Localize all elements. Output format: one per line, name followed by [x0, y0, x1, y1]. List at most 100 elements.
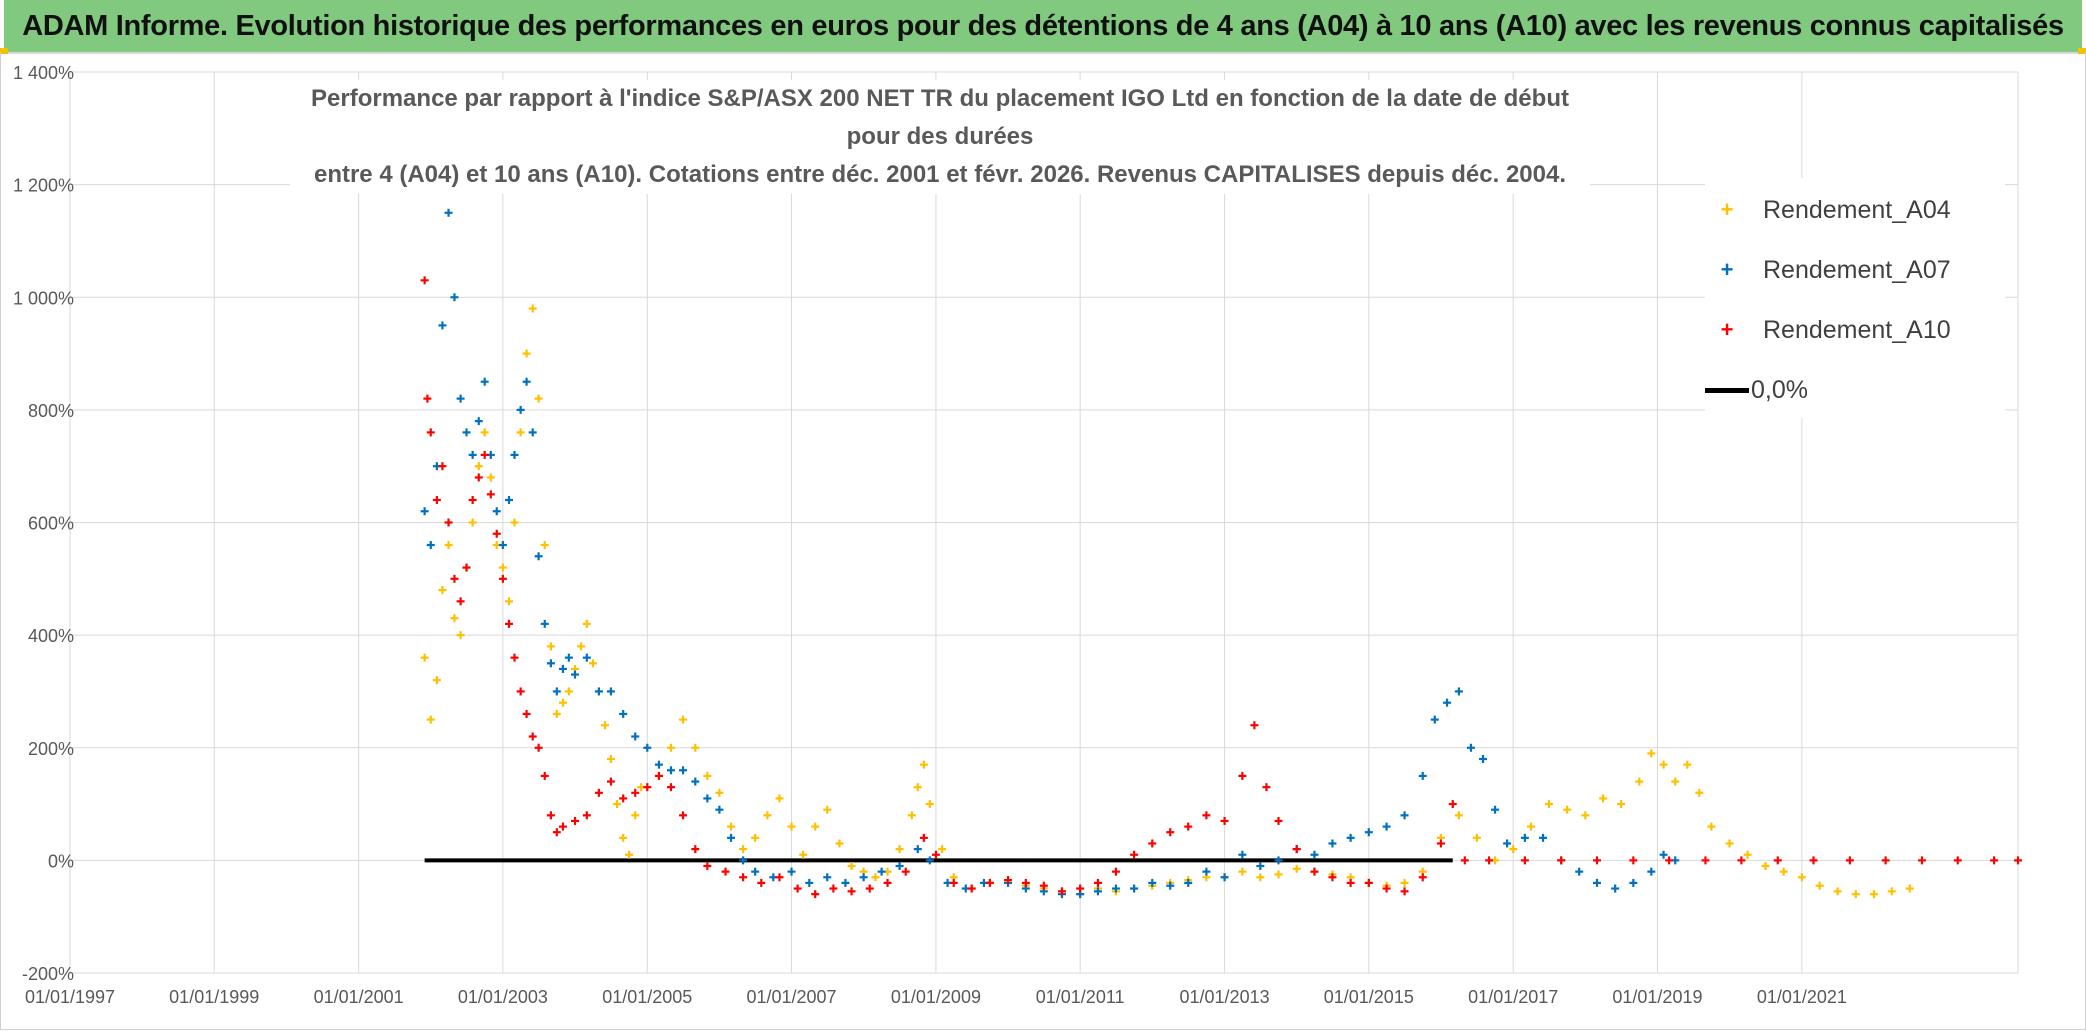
data-point [1346, 878, 1355, 887]
data-point [727, 833, 736, 842]
data-point [480, 450, 489, 459]
data-point [1491, 805, 1500, 814]
data-point [558, 822, 567, 831]
data-point [739, 873, 748, 882]
data-point [1683, 760, 1692, 769]
data-point [949, 878, 958, 887]
data-point [1478, 755, 1487, 764]
data-point [564, 653, 573, 662]
data-point [666, 783, 675, 792]
data-point [925, 800, 934, 809]
data-point [570, 670, 579, 679]
data-point [1454, 687, 1463, 696]
data-point [432, 676, 441, 685]
data-point [1238, 867, 1247, 876]
data-point [631, 732, 640, 741]
data-point [847, 887, 856, 896]
data-point [594, 788, 603, 797]
data-point [1725, 839, 1734, 848]
data-point [546, 811, 555, 820]
data-point [1544, 800, 1553, 809]
data-point [895, 862, 904, 871]
chart-title-line1: Performance par rapport à l'indice S&P/A… [311, 85, 1569, 150]
data-point [528, 304, 537, 313]
data-point [528, 732, 537, 741]
data-point [444, 208, 453, 217]
data-point [643, 783, 652, 792]
data-point [613, 800, 622, 809]
data-point [666, 766, 675, 775]
data-point [528, 428, 537, 437]
data-point [1509, 845, 1518, 854]
legend-item-zero: 0,0% [1705, 370, 1808, 410]
data-point [751, 867, 760, 876]
data-point [1557, 856, 1566, 865]
chart-data-points [420, 208, 2022, 899]
data-point [919, 833, 928, 842]
data-point [654, 760, 663, 769]
data-point [577, 642, 586, 651]
data-point [1436, 839, 1445, 848]
data-point [1346, 833, 1355, 842]
data-point [1454, 811, 1463, 820]
data-point [1418, 873, 1427, 882]
data-point [1485, 856, 1494, 865]
data-point [751, 833, 760, 842]
data-point [913, 783, 922, 792]
data-point [1539, 833, 1548, 842]
data-point [498, 541, 507, 550]
data-point [1400, 878, 1409, 887]
data-point [787, 822, 796, 831]
data-point [498, 574, 507, 583]
data-point [811, 822, 820, 831]
legend-label-a07: Rendement_A07 [1763, 255, 1951, 284]
data-point [468, 495, 477, 504]
data-point [967, 884, 976, 893]
data-point [1238, 850, 1247, 859]
data-point [1202, 811, 1211, 820]
data-point [865, 884, 874, 893]
data-point [925, 856, 934, 865]
data-point [643, 743, 652, 752]
data-point [811, 890, 820, 899]
data-point [727, 822, 736, 831]
data-point [679, 811, 688, 820]
data-point [1274, 816, 1283, 825]
legend-label-zero: 0,0% [1751, 375, 1808, 404]
data-point [522, 349, 531, 358]
data-point [1400, 811, 1409, 820]
data-point [450, 574, 459, 583]
data-point [546, 642, 555, 651]
data-point [666, 743, 675, 752]
data-point [1418, 771, 1427, 780]
legend-item-a10: + Rendement_A10 [1705, 310, 1951, 350]
data-point [1364, 828, 1373, 837]
report-title: ADAM Informe. Evolution historique des p… [22, 9, 2064, 42]
data-point [1707, 822, 1716, 831]
data-point [625, 850, 634, 859]
x-tick-label: 01/01/2003 [458, 987, 548, 1007]
data-point [504, 619, 513, 628]
data-point [1292, 864, 1301, 873]
data-point [1581, 811, 1590, 820]
data-point [444, 541, 453, 550]
data-point [426, 715, 435, 724]
data-point [450, 293, 459, 302]
data-point [420, 653, 429, 662]
data-point [1761, 862, 1770, 871]
data-point [1328, 839, 1337, 848]
data-point [423, 394, 432, 403]
data-point [654, 771, 663, 780]
data-point [558, 698, 567, 707]
data-point [1629, 878, 1638, 887]
data-point [619, 794, 628, 803]
data-point [456, 394, 465, 403]
x-tick-label: 01/01/2007 [746, 987, 836, 1007]
data-point [1520, 856, 1529, 865]
y-tick-label: 600% [28, 514, 74, 534]
data-point [540, 541, 549, 550]
data-point [1256, 873, 1265, 882]
data-point [1130, 884, 1139, 893]
data-point [1851, 890, 1860, 899]
legend-marker-a04: + [1720, 197, 1734, 222]
